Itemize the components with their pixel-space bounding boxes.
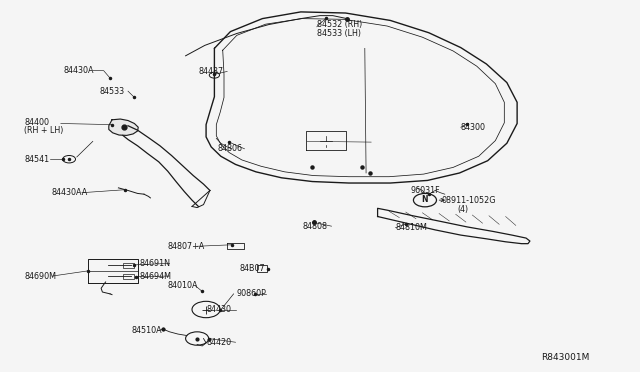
Text: R843001M: R843001M xyxy=(541,353,589,362)
Text: 84690M: 84690M xyxy=(24,272,56,280)
Text: 84806: 84806 xyxy=(218,144,243,153)
Text: 90860P: 90860P xyxy=(237,289,267,298)
Text: 84400: 84400 xyxy=(24,118,49,127)
Text: 84430A: 84430A xyxy=(64,66,95,75)
Polygon shape xyxy=(109,119,138,135)
Text: 84808: 84808 xyxy=(303,222,328,231)
Text: (4): (4) xyxy=(458,205,468,214)
Text: 84430AA: 84430AA xyxy=(51,188,88,197)
Text: 84810M: 84810M xyxy=(396,223,428,232)
Text: 84694M: 84694M xyxy=(140,272,172,280)
Text: (RH + LH): (RH + LH) xyxy=(24,126,64,135)
Text: 84B07: 84B07 xyxy=(240,264,266,273)
Text: 84807+A: 84807+A xyxy=(168,242,205,251)
Text: 84541: 84541 xyxy=(24,155,49,164)
Text: 84420: 84420 xyxy=(206,338,231,347)
Text: 84300: 84300 xyxy=(461,123,486,132)
Text: 84691N: 84691N xyxy=(140,259,170,268)
Bar xyxy=(123,274,134,279)
Text: 84437: 84437 xyxy=(198,67,223,76)
Text: 84510A: 84510A xyxy=(131,326,162,335)
Text: 84010A: 84010A xyxy=(168,281,198,290)
Bar xyxy=(257,265,267,272)
Text: 84532 (RH): 84532 (RH) xyxy=(317,20,362,29)
Text: 84430: 84430 xyxy=(206,305,231,314)
Text: N: N xyxy=(422,195,428,204)
Bar xyxy=(123,263,134,268)
Text: 84533 (LH): 84533 (LH) xyxy=(317,29,361,38)
Text: 96031F: 96031F xyxy=(411,186,440,195)
Text: 84533: 84533 xyxy=(99,87,124,96)
Text: 08911-1052G: 08911-1052G xyxy=(442,196,496,205)
